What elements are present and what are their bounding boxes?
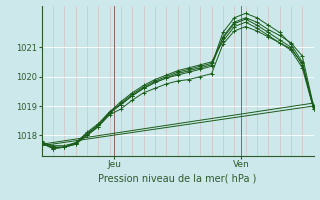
X-axis label: Pression niveau de la mer( hPa ): Pression niveau de la mer( hPa ) (99, 173, 257, 183)
